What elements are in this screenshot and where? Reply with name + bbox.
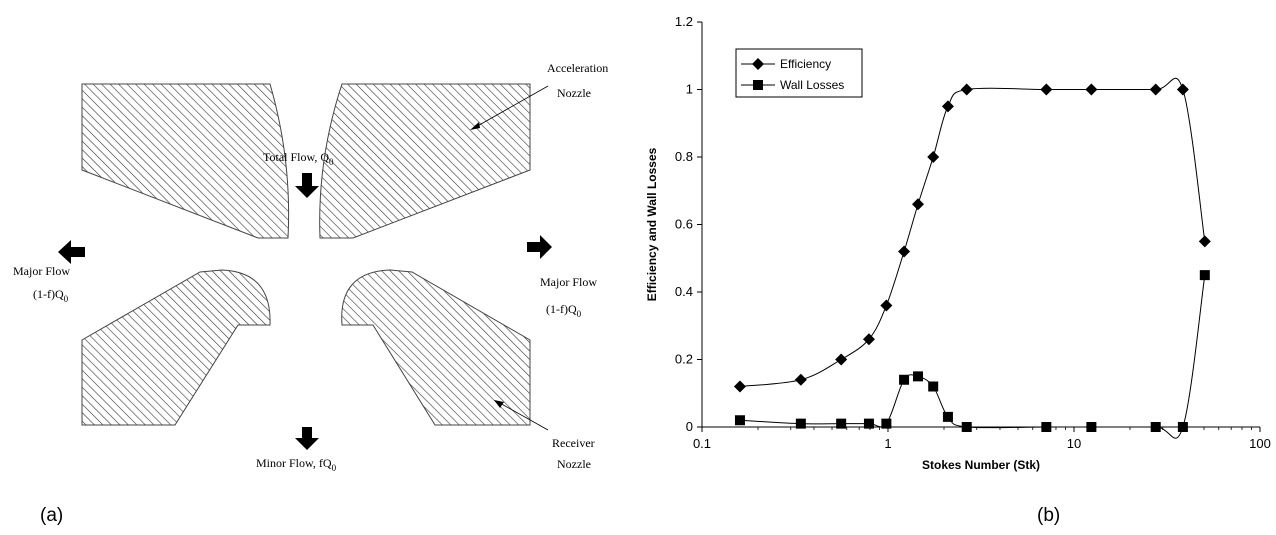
efficiency-chart: 0 0.2 0.4 0.6 0.8 1 1.2 0.1 1 10 100 Efficiency Wal… [645, 14, 1271, 472]
y-tick-label: 0.2 [675, 352, 693, 367]
receiver-pointer [497, 401, 549, 431]
receiver-label: Receiver [552, 436, 595, 450]
series-markers [733, 83, 1211, 432]
efficiency-point [880, 299, 893, 312]
x-tick-label: 10 [1067, 436, 1081, 451]
wall-losses-point [913, 371, 924, 382]
efficiency-point [927, 151, 940, 163]
major-flow-right-value: (1-f)Q0 [546, 302, 582, 319]
x-tick-label: 0.1 [693, 436, 711, 451]
major-flow-right-label: Major Flow [540, 275, 597, 289]
efficiency-point [794, 373, 807, 386]
wall-losses-point [1086, 422, 1097, 432]
arrow-left-icon [58, 240, 85, 264]
receiver-nozzle-right [341, 269, 531, 426]
y-tick-label: 1 [686, 82, 693, 97]
total-flow-label: Total Flow, Q0 [263, 150, 334, 167]
wall-losses-point [961, 422, 972, 432]
acceleration-nozzle-left [81, 83, 290, 239]
y-axis-label: Efficiency and Wall Losses [645, 147, 659, 301]
wall-losses-point [795, 418, 806, 429]
acceleration-nozzle-label: Nozzle [557, 86, 591, 100]
wall-losses-point [899, 374, 910, 385]
efficiency-point [912, 198, 925, 211]
efficiency-line [739, 77, 1206, 387]
series-curves [739, 77, 1206, 439]
wall-losses-point [881, 418, 892, 429]
wall-losses-line [739, 275, 1206, 439]
legend-label-efficiency: Efficiency [780, 57, 831, 71]
x-tick-label: 100 [1249, 436, 1271, 451]
efficiency-point [941, 100, 954, 113]
chart-axes: 0 0.2 0.4 0.6 0.8 1 1.2 0.1 1 10 100 [675, 14, 1271, 451]
efficiency-point [835, 353, 848, 366]
wall-losses-point [863, 418, 874, 429]
y-tick-label: 1.2 [675, 14, 693, 29]
legend-marker-efficiency [752, 58, 764, 70]
wall-losses-point [1150, 422, 1161, 432]
arrow-down-icon [295, 427, 319, 450]
legend-marker-wall-losses [753, 80, 763, 90]
x-tick-label: 1 [884, 436, 891, 451]
wall-losses-point [1041, 422, 1052, 432]
receiver-pointer-arrowhead [494, 400, 504, 408]
efficiency-point [960, 83, 973, 96]
efficiency-point [862, 333, 875, 346]
major-flow-left-value: (1-f)Q0 [33, 287, 69, 304]
wall-losses-point [942, 411, 953, 422]
arrow-right-icon [527, 235, 552, 259]
efficiency-point [898, 245, 911, 258]
acceleration-nozzle-right [319, 83, 531, 239]
y-tick-label: 0.8 [675, 149, 693, 164]
y-tick-label: 0.6 [675, 217, 693, 232]
efficiency-point [1198, 235, 1211, 248]
wall-losses-point [1177, 422, 1188, 432]
chart-legend: Efficiency Wall Losses [735, 48, 863, 98]
efficiency-point [733, 380, 746, 393]
y-tick-label: 0.4 [675, 284, 693, 299]
wall-losses-point [928, 381, 939, 392]
efficiency-point [1085, 83, 1098, 96]
efficiency-point [1149, 83, 1162, 96]
panel-label-a: (a) [40, 505, 64, 526]
y-tick-label: 0 [686, 419, 693, 434]
major-flow-left-label: Major Flow [13, 264, 70, 278]
acceleration-label: Acceleration [547, 61, 608, 75]
x-axis-label: Stokes Number (Stk) [922, 458, 1040, 472]
panel-label-b: (b) [1037, 505, 1061, 526]
acceleration-pointer-arrowhead [470, 122, 480, 130]
efficiency-point [1040, 83, 1053, 96]
receiver-nozzle-left [81, 269, 271, 426]
receiver-nozzle-label: Nozzle [557, 457, 591, 471]
efficiency-point [1176, 83, 1189, 96]
arrow-down-icon [295, 173, 319, 198]
wall-losses-point [836, 418, 847, 429]
wall-losses-point [734, 415, 745, 426]
legend-label-wall-losses: Wall Losses [780, 78, 844, 92]
acceleration-pointer [473, 85, 549, 129]
minor-flow-label: Minor Flow, fQ0 [256, 456, 337, 473]
impactor-diagram: Total Flow, Q0 Acceleration Nozzle Major… [13, 61, 608, 473]
wall-losses-point [1199, 270, 1210, 281]
